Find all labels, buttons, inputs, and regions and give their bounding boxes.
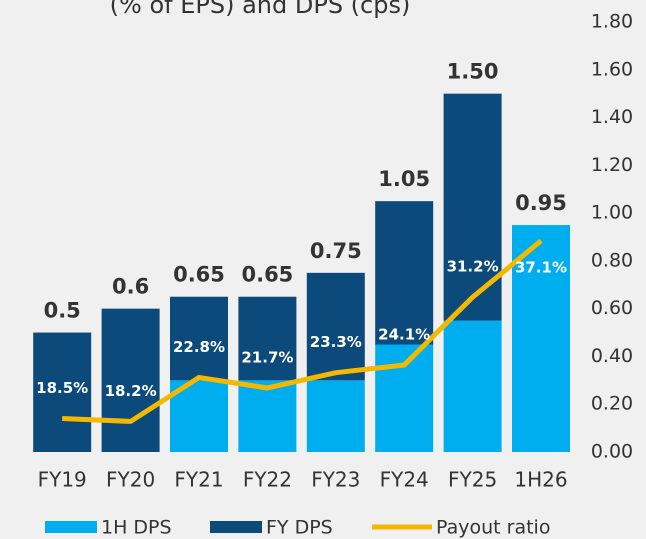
bar-segment [170, 296, 228, 381]
y-tick-label: 1.20 [591, 154, 633, 176]
total-label: 1.05 [378, 167, 430, 191]
bar-segment [443, 93, 502, 321]
legend-label: Payout ratio [436, 517, 550, 539]
total-label: 0.6 [112, 275, 149, 299]
x-tick-label: FY22 [243, 468, 292, 492]
total-label: 0.95 [515, 191, 567, 215]
bar-segment [443, 320, 502, 452]
y-tick-label: 1.40 [591, 106, 633, 128]
y-tick-label: 0.80 [591, 249, 633, 271]
legend-swatch [210, 521, 262, 533]
chart-title: (% of EPS) and DPS (cps) [110, 0, 411, 19]
payout-label: 37.1% [515, 258, 567, 276]
legend-swatch [45, 521, 97, 533]
y-tick-label: 1.80 [591, 11, 633, 33]
payout-label: 31.2% [447, 258, 499, 276]
total-label: 1.50 [447, 60, 499, 84]
y-tick-label: 0.20 [591, 393, 633, 415]
bar-segment [375, 201, 434, 345]
y-tick-label: 0.60 [591, 297, 633, 319]
bar-segment [101, 308, 160, 452]
bar-segment [238, 380, 297, 452]
y-tick-label: 1.00 [591, 202, 633, 224]
total-label: 0.5 [44, 299, 81, 323]
legend-label: FY DPS [266, 517, 333, 539]
payout-label: 21.7% [241, 348, 293, 366]
legend-label: 1H DPS [101, 517, 172, 539]
y-tick-label: 1.60 [591, 58, 633, 80]
total-label: 0.75 [310, 239, 362, 263]
bar-segment [238, 296, 297, 381]
x-tick-label: FY19 [38, 468, 87, 492]
total-label: 0.65 [241, 263, 293, 287]
payout-label: 23.3% [310, 333, 362, 351]
x-tick-label: 1H26 [514, 468, 567, 492]
x-tick-label: FY24 [380, 468, 429, 492]
y-tick-label: 0.40 [591, 345, 633, 367]
x-tick-label: FY20 [106, 468, 155, 492]
x-tick-label: FY23 [311, 468, 360, 492]
bar-segment [512, 225, 570, 452]
x-tick-label: FY25 [448, 468, 497, 492]
payout-line [62, 238, 543, 424]
payout-label: 24.1% [378, 326, 430, 344]
payout-label: 22.8% [173, 338, 225, 356]
payout-label: 18.5% [36, 379, 88, 397]
y-tick-label: 0.00 [591, 441, 633, 463]
payout-label: 18.2% [105, 382, 157, 400]
x-tick-label: FY21 [174, 468, 223, 492]
bar-segment [306, 380, 365, 452]
bar-segment [375, 344, 434, 452]
bar-segment [306, 272, 365, 381]
bar-segment [33, 332, 92, 452]
total-label: 0.65 [173, 263, 225, 287]
